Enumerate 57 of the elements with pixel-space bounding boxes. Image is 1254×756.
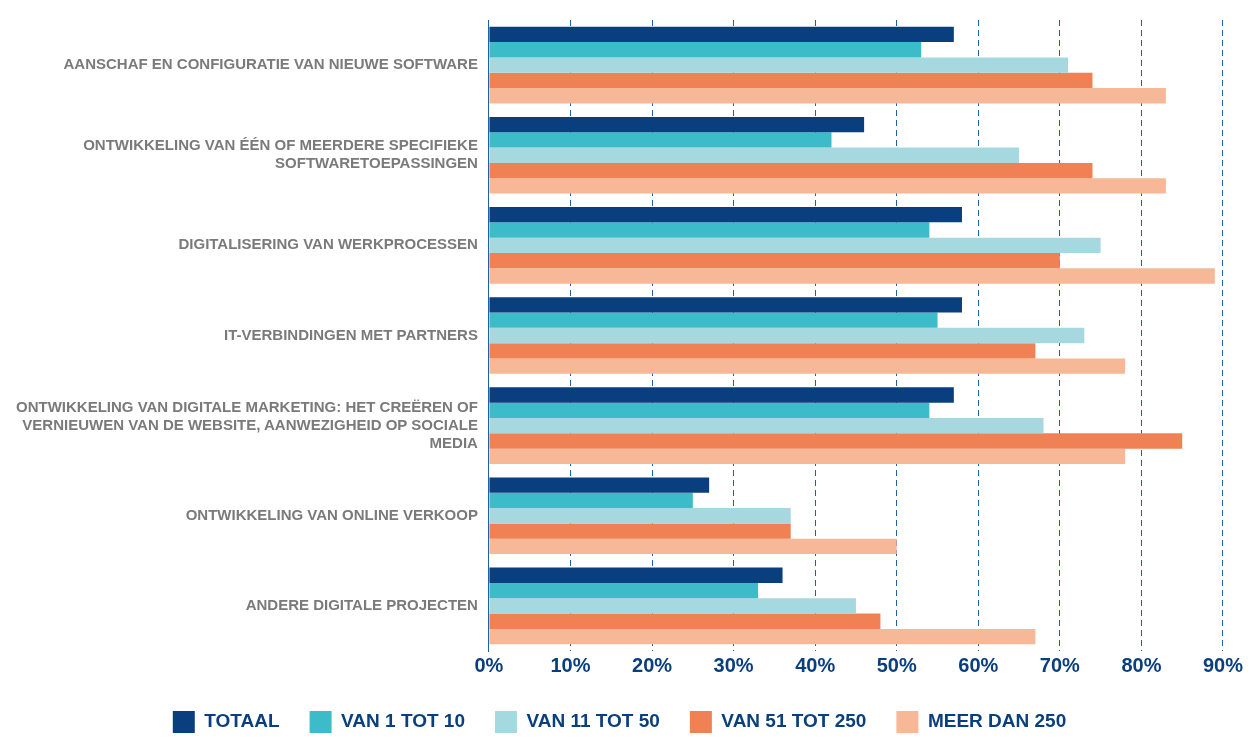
x-tick-label: 70% — [1039, 653, 1081, 676]
bar — [489, 387, 954, 403]
bar — [489, 312, 938, 328]
bar — [489, 57, 1069, 73]
bar — [489, 582, 759, 599]
bar — [489, 508, 791, 524]
bar — [489, 237, 1101, 254]
legend-label: TOTAAL — [204, 710, 280, 732]
bar — [489, 26, 954, 43]
x-tick-label: 90% — [1202, 653, 1244, 676]
legend-label: VAN 11 TOT 50 — [526, 710, 660, 732]
y-tick-label: ONTWIKKELING VAN ÉÉN OF MEERDERE SPECIFIEKE SOFTWARETOEPASSINGEN — [83, 136, 478, 172]
bar — [489, 132, 832, 148]
bar — [489, 523, 791, 539]
y-tick-label: ONTWIKKELING VAN ONLINE VERKOOP — [185, 505, 478, 523]
x-tick-label: 30% — [713, 653, 754, 676]
bar — [489, 162, 1093, 179]
y-tick-label: ONTWIKKELING VAN DIGITALE MARKETING: HET CREËREN OF VERNIEUWEN VAN DE WEBSITE, AANWEZIGHEID OP SOCIALE MEDIA — [15, 397, 479, 451]
bar — [489, 492, 693, 509]
bar — [489, 253, 1060, 269]
bar — [489, 147, 1020, 163]
bar — [489, 327, 1085, 344]
legend-label: VAN 1 TOT 10 — [341, 710, 465, 732]
bar — [489, 72, 1093, 89]
bar — [489, 358, 1126, 374]
bar — [489, 343, 1036, 359]
bar — [489, 178, 1166, 194]
legend-label: MEER DAN 250 — [927, 710, 1067, 732]
bar — [489, 116, 865, 133]
bar — [489, 628, 1036, 645]
bar — [489, 433, 1183, 449]
bar — [489, 567, 783, 583]
bar — [489, 297, 962, 313]
bar — [489, 88, 1166, 104]
y-tick-label: DIGITALISERING VAN WERKPROCESSEN — [178, 235, 478, 253]
bar — [489, 42, 922, 58]
y-tick-label: IT-VERBINDINGEN MET PARTNERS — [224, 325, 478, 343]
bar — [489, 402, 930, 418]
bar — [489, 268, 1215, 284]
x-tick-label: 10% — [550, 653, 591, 676]
bar — [489, 613, 881, 629]
bar — [489, 207, 962, 223]
bar — [489, 448, 1126, 464]
bar — [489, 417, 1044, 434]
x-tick-label: 80% — [1121, 653, 1162, 676]
x-tick-label: 50% — [876, 653, 917, 676]
x-tick-label: 60% — [958, 653, 999, 676]
bar — [489, 538, 897, 555]
x-tick-label: 0% — [474, 653, 504, 676]
bar — [489, 222, 930, 238]
y-tick-label: ANDERE DIGITALE PROJECTEN — [245, 596, 478, 614]
legend-label: VAN 51 TOT 250 — [721, 710, 867, 732]
x-tick-label: 20% — [632, 653, 673, 676]
y-tick-label: AANSCHAF EN CONFIGURATIE VAN NIEUWE SOFTWARE — [63, 55, 478, 73]
x-tick-label: 40% — [795, 653, 836, 676]
bar — [489, 477, 710, 493]
bar — [489, 598, 856, 614]
